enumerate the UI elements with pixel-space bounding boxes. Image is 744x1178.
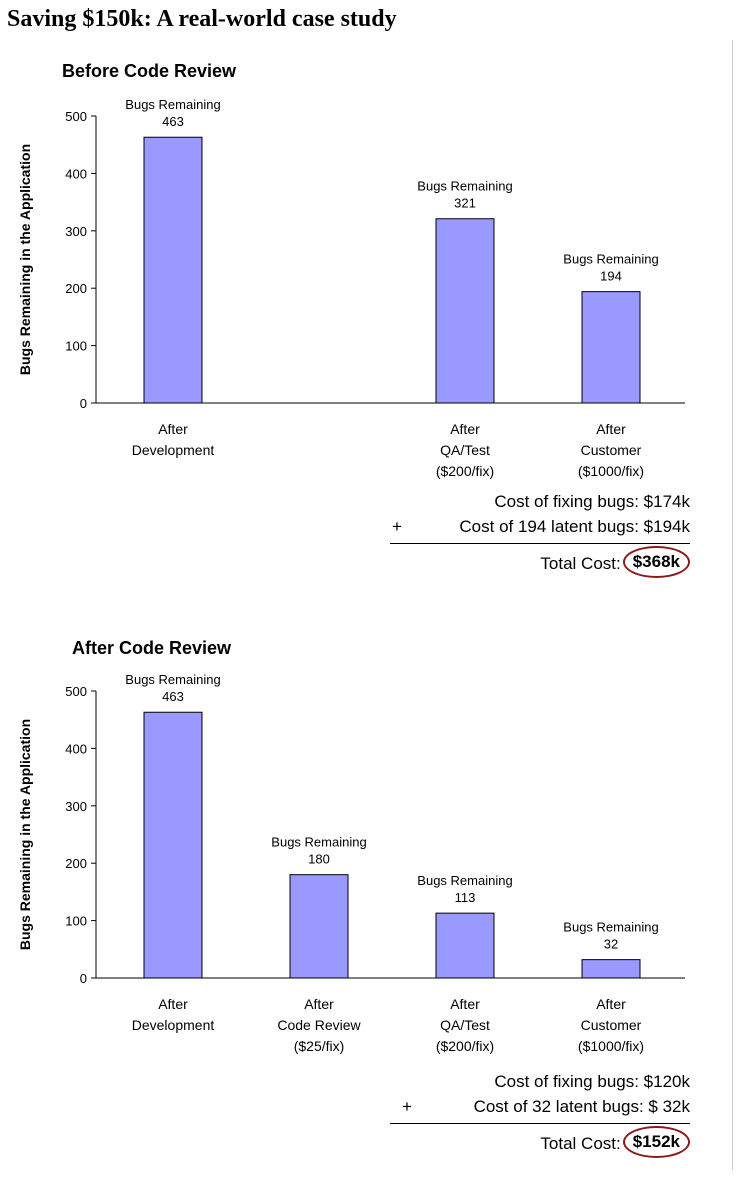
- x-category-label: ($200/fix): [436, 1038, 494, 1054]
- y-tick-label: 100: [65, 339, 87, 354]
- x-category-label: After: [450, 996, 480, 1012]
- x-category-label: Customer: [581, 1017, 642, 1033]
- bar: [143, 136, 203, 404]
- y-tick-label: 400: [65, 741, 87, 756]
- before-code-review-chart: Before Code Review Bugs Remaining in the …: [17, 61, 685, 479]
- total-cost-value: $368k: [622, 546, 690, 578]
- y-tick-label: 400: [65, 166, 87, 181]
- x-category-label: ($1000/fix): [578, 463, 644, 479]
- y-tick-label: 300: [65, 224, 87, 239]
- bar-label-title: Bugs Remaining: [125, 97, 220, 112]
- after-code-review-chart: After Code Review Bugs Remaining in the A…: [17, 638, 685, 1054]
- total-cost-label: Total Cost:: [540, 1134, 621, 1153]
- y-tick-label: 0: [80, 396, 87, 411]
- bar: [143, 711, 203, 979]
- sum-divider: [390, 543, 690, 544]
- after-cost-summary: Cost of fixing bugs: $120k + Cost of 32 …: [390, 1072, 690, 1162]
- bar: [581, 959, 641, 979]
- sum-divider: [390, 1123, 690, 1124]
- bar-value-label: 321: [454, 196, 476, 211]
- x-category-label: QA/Test: [440, 1017, 490, 1033]
- bar-label-title: Bugs Remaining: [417, 873, 512, 888]
- chart-title: After Code Review: [72, 638, 232, 658]
- y-tick-label: 200: [65, 856, 87, 871]
- bar: [435, 912, 495, 979]
- total-cost-value: $152k: [622, 1126, 690, 1158]
- x-category-label: Development: [132, 1017, 215, 1033]
- x-category-label: After: [596, 996, 626, 1012]
- latent-cost-text: Cost of 32 latent bugs: $ 32k: [473, 1097, 690, 1116]
- bar: [289, 874, 349, 979]
- latent-cost-text: Cost of 194 latent bugs: $194k: [459, 517, 690, 536]
- x-category-label: ($1000/fix): [578, 1038, 644, 1054]
- x-category-label: After: [158, 996, 188, 1012]
- bar-value-label: 194: [600, 269, 622, 284]
- y-tick-label: 300: [65, 799, 87, 814]
- y-axis-label: Bugs Remaining in the Application: [17, 719, 33, 950]
- bar-value-label: 463: [162, 114, 184, 129]
- y-tick-label: 200: [65, 281, 87, 296]
- page-border: [732, 40, 733, 1170]
- x-category-label: Customer: [581, 442, 642, 458]
- total-cost-label: Total Cost:: [540, 554, 621, 573]
- bar-value-label: 113: [455, 890, 476, 905]
- x-category-label: After: [158, 421, 188, 437]
- y-tick-label: 0: [80, 971, 87, 986]
- chart-title: Before Code Review: [62, 61, 237, 81]
- total-cost-row: Total Cost: $368k: [540, 546, 690, 580]
- bar-label-title: Bugs Remaining: [125, 672, 220, 687]
- fixing-cost-text: Cost of fixing bugs: $120k: [494, 1072, 690, 1091]
- x-category-label: After: [450, 421, 480, 437]
- page-title: Saving $150k: A real-world case study: [7, 6, 397, 32]
- y-tick-label: 500: [65, 684, 87, 699]
- y-axis-label: Bugs Remaining in the Application: [17, 144, 33, 375]
- bar-label-title: Bugs Remaining: [271, 835, 366, 850]
- x-category-label: ($25/fix): [294, 1038, 345, 1054]
- bar-value-label: 180: [308, 852, 330, 867]
- bar: [435, 218, 495, 404]
- before-cost-summary: Cost of fixing bugs: $174k + Cost of 194…: [390, 492, 690, 582]
- x-category-label: Code Review: [277, 1017, 361, 1033]
- plus-sign: +: [392, 517, 402, 536]
- x-category-label: Development: [132, 442, 215, 458]
- y-tick-label: 500: [65, 109, 87, 124]
- x-category-label: QA/Test: [440, 442, 490, 458]
- y-tick-label: 100: [65, 914, 87, 929]
- total-cost-row: Total Cost: $152k: [540, 1126, 690, 1160]
- bar: [581, 291, 641, 404]
- bar-label-title: Bugs Remaining: [563, 920, 658, 935]
- plus-sign: +: [402, 1097, 412, 1116]
- x-category-label: After: [304, 996, 334, 1012]
- x-category-label: After: [596, 421, 626, 437]
- bar-label-title: Bugs Remaining: [417, 179, 512, 194]
- bar-label-title: Bugs Remaining: [563, 252, 658, 267]
- bar-value-label: 463: [162, 689, 184, 704]
- bar-value-label: 32: [604, 937, 618, 952]
- fixing-cost-text: Cost of fixing bugs: $174k: [494, 492, 690, 511]
- x-category-label: ($200/fix): [436, 463, 494, 479]
